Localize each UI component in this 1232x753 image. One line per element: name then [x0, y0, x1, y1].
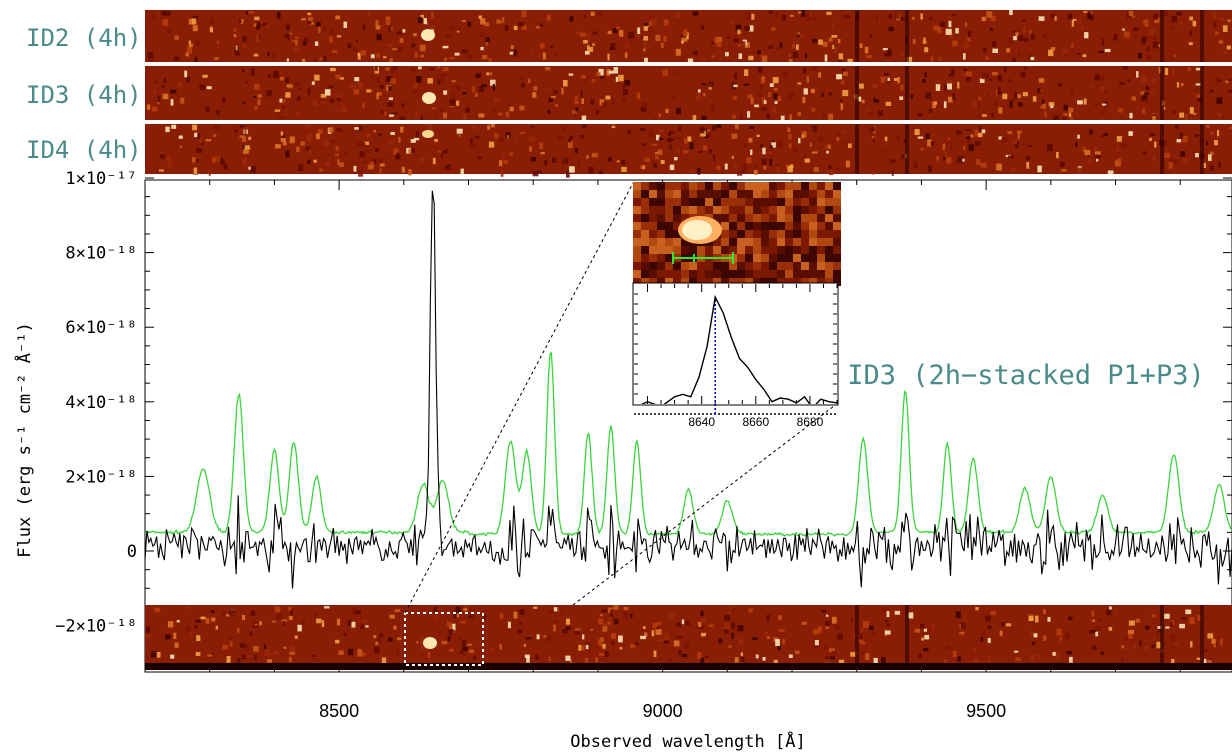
- zoom-connector-left: [404, 182, 634, 614]
- plot-frame: [144, 179, 1232, 673]
- y-tick-label: 6×10⁻¹⁸: [65, 318, 137, 338]
- stacked-strip-panel: [145, 605, 1232, 670]
- object-spectrum-line: [145, 190, 1232, 589]
- y-tick-label: 1×10⁻¹⁷: [65, 169, 137, 189]
- sky-spectrum-line: [145, 351, 1232, 537]
- y-tick-label: 8×10⁻¹⁸: [65, 244, 137, 264]
- emission-blob-id4: [422, 130, 434, 138]
- x-tick-label: 9500: [966, 701, 1006, 721]
- emission-blob-stacked: [423, 637, 437, 649]
- main-plot: 1×10⁻¹⁷ 8×10⁻¹⁸ 6×10⁻¹⁸ 4×10⁻¹⁸ 2×10⁻¹⁸ 0 −2×1…: [13, 169, 1232, 752]
- inset-spectrum-line: [640, 294, 837, 404]
- x-axis-label: Observed wavelength [Å]: [570, 730, 805, 752]
- x-tick-label: 8500: [319, 701, 359, 721]
- y-tick-label: 2×10⁻¹⁸: [65, 467, 137, 487]
- inset-x-tick-label: 8680: [797, 415, 824, 429]
- strip-label-id4: ID4 (4h): [26, 136, 142, 164]
- y-axis: 1×10⁻¹⁷ 8×10⁻¹⁸ 6×10⁻¹⁸ 4×10⁻¹⁸ 2×10⁻¹⁸ 0 −2×1…: [55, 169, 1232, 664]
- strip-panel-id3: ID3 (4h): [26, 66, 1232, 123]
- inset-x-tick-label: 8660: [742, 415, 769, 429]
- spectrum-annotation: ID3 (2h−stacked P1+P3): [847, 360, 1205, 391]
- y-tick-label: −2×10⁻¹⁸: [55, 617, 137, 637]
- emission-blob-id2: [421, 29, 435, 41]
- strip-panel-id4: ID4 (4h): [26, 124, 1232, 178]
- zoom-box: [404, 612, 484, 666]
- y-axis-label: Flux (erg s⁻¹ cm⁻² Å⁻¹): [13, 322, 35, 557]
- y-tick-label: 4×10⁻¹⁸: [65, 393, 137, 413]
- inset-plot: 8640 8660 8680: [632, 282, 839, 429]
- zoom-connector-right: [572, 402, 839, 606]
- strip-label-id3: ID3 (4h): [26, 81, 142, 109]
- inset-image: [633, 182, 841, 286]
- inset-x-axis: 8640 8660 8680: [688, 415, 823, 429]
- emission-blob-id3: [422, 92, 436, 104]
- y-tick-label: 0: [127, 542, 137, 562]
- stacked-spectrum-strip: [145, 605, 1232, 665]
- inset-x-tick-label: 8640: [688, 415, 715, 429]
- strip-label-id2: ID2 (4h): [26, 24, 142, 52]
- strip-panel-id2: ID2 (4h): [26, 10, 1232, 65]
- x-tick-label: 9000: [643, 701, 683, 721]
